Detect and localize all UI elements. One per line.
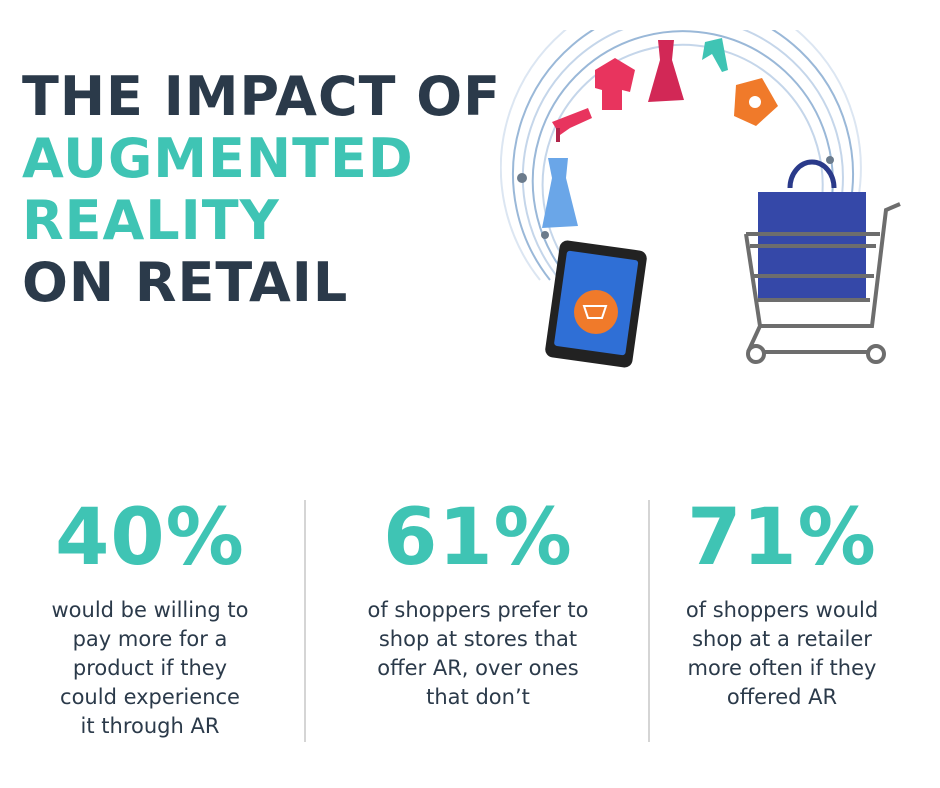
tablet-icon [545,240,647,368]
divider [304,500,306,742]
ar-retail-illustration [500,30,901,368]
jacket-icon [734,78,778,126]
page-title: THE IMPACT OF AUGMENTED REALITY ON RETAI… [22,66,501,314]
stat-71: 71% of shoppers would shop at a retailer… [632,490,932,712]
title-line-4: ON RETAIL [22,251,349,314]
stat-description: would be willing to pay more for a produ… [51,598,249,738]
orbit-dot-icon [541,231,549,239]
stat-40: 40% would be willing to pay more for a p… [0,490,300,741]
divider [648,500,650,742]
orbit-arcs [500,30,862,281]
stat-value: 61% [383,493,573,583]
title-line-1: THE IMPACT OF [22,65,502,128]
heels-icon [702,38,728,72]
shirt-icon [595,58,635,110]
title-line-3: REALITY [22,189,280,252]
title-line-2: AUGMENTED [22,127,414,190]
orbit-dot-icon [517,173,527,183]
dress-icon [648,40,684,102]
orbit-dot-icon [826,156,834,164]
stat-description: of shoppers prefer to shop at stores tha… [367,598,589,709]
tank-dress-icon [542,158,578,228]
high-heel-icon [552,108,592,142]
shopping-cart-icon [744,202,901,364]
stat-description: of shoppers would shop at a retailer mor… [685,598,879,709]
stat-61: 61% of shoppers prefer to shop at stores… [328,490,628,712]
stat-value: 40% [55,493,245,583]
stat-value: 71% [687,493,877,583]
